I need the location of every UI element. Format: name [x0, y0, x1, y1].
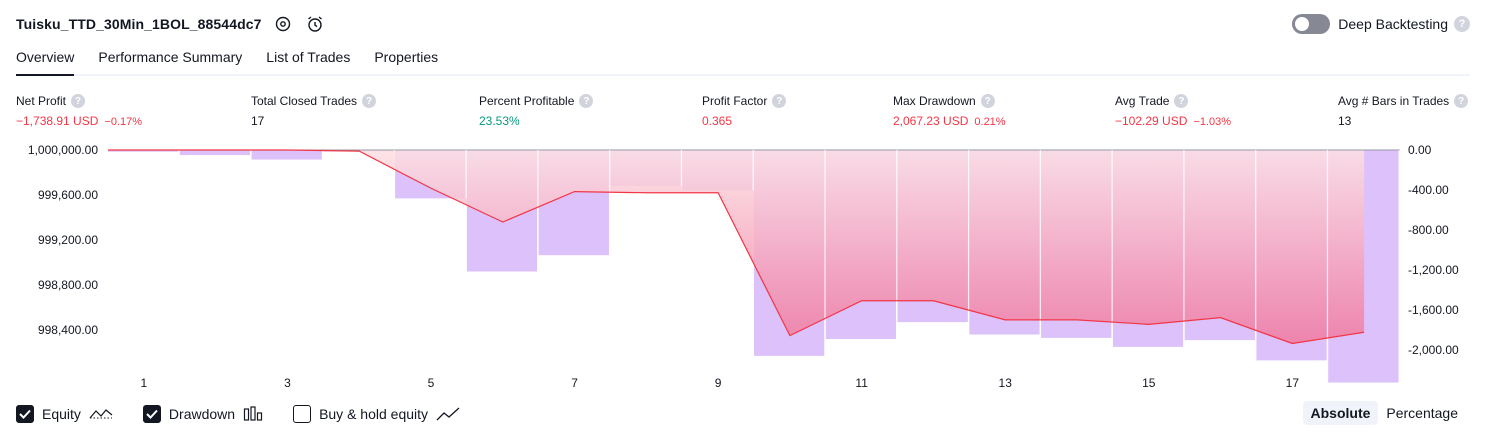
buy-hold-label: Buy & hold equity: [319, 406, 429, 422]
equity-area: [108, 150, 1365, 344]
metric-max-drawdown: Max Drawdown? 2,067.23 USD 0.21%: [893, 93, 1006, 128]
strategy-title: Tuisku_TTD_30Min_1BOL_88544dc7: [16, 16, 262, 32]
help-icon[interactable]: ?: [1174, 94, 1189, 108]
gear-icon[interactable]: [272, 13, 294, 35]
drawdown-bar: [251, 150, 322, 160]
equity-toggle[interactable]: Equity: [16, 405, 113, 423]
metric-value: 13: [1338, 114, 1352, 128]
right-axis-tick-label: -2,000.00: [1408, 343, 1459, 357]
x-axis-tick-label: 9: [715, 376, 722, 390]
equity-checkbox[interactable]: [16, 405, 34, 423]
metric-label: Total Closed Trades: [251, 94, 358, 108]
metric-avg-bars: Avg # Bars in Trades? 13: [1338, 93, 1469, 128]
drawdown-checkbox[interactable]: [142, 405, 161, 423]
x-axis-tick-label: 5: [428, 376, 435, 390]
buy-hold-toggle[interactable]: Buy & hold equity: [293, 405, 460, 423]
equity-label: Equity: [42, 406, 81, 422]
metric-sub: 0.21%: [974, 116, 1006, 128]
strategy-header: Tuisku_TTD_30Min_1BOL_88544dc7: [16, 12, 326, 36]
tab-performance-summary[interactable]: Performance Summary: [98, 49, 243, 65]
metrics-row: Net Profit? −1,738.91 USD −0.17% Total Cl…: [0, 93, 1486, 133]
right-axis-tick-label: -1,200.00: [1408, 263, 1459, 277]
metric-label: Percent Profitable: [479, 94, 575, 108]
help-icon[interactable]: ?: [1454, 16, 1470, 32]
metric-label: Profit Factor: [702, 94, 768, 108]
left-axis-tick-label: 999,600.00: [38, 188, 98, 202]
metric-label: Max Drawdown: [893, 94, 976, 108]
x-axis-tick-label: 15: [1142, 376, 1156, 390]
buy-hold-line-icon: [436, 407, 460, 421]
metric-value: 17: [251, 114, 265, 128]
metric-value: −1,738.91 USD −0.17%: [16, 114, 143, 128]
drawdown-label: Drawdown: [168, 406, 236, 422]
right-axis-tick-label: 0.00: [1408, 143, 1432, 157]
x-axis-tick-label: 1: [141, 376, 148, 390]
metric-sub: −0.17%: [104, 116, 143, 128]
equity-line-icon: [89, 409, 113, 419]
buy-hold-checkbox[interactable]: [293, 405, 312, 423]
metric-profit-factor: Profit Factor? 0.365: [702, 93, 787, 128]
metric-value: 2,067.23 USD 0.21%: [893, 114, 1006, 128]
metric-sub: −1.03%: [1193, 116, 1232, 128]
x-axis-tick-label: 13: [999, 376, 1013, 390]
left-axis-tick-label: 998,800.00: [38, 278, 98, 292]
drawdown-toggle[interactable]: Drawdown: [142, 405, 263, 423]
left-axis-tick-label: 998,400.00: [38, 323, 98, 337]
drawdown-bar: [108, 150, 179, 152]
x-axis-tick-label: 3: [284, 376, 291, 390]
metric-value: 23.53%: [479, 114, 520, 128]
drawdown-bar: [179, 150, 251, 156]
chart-legend: Equity Drawdown Buy & hold equity: [16, 403, 490, 425]
metric-value: −102.29 USD −1.03%: [1115, 114, 1232, 128]
mode-absolute[interactable]: Absolute: [1302, 401, 1379, 425]
help-icon[interactable]: ?: [71, 94, 86, 108]
help-icon[interactable]: ?: [362, 94, 377, 108]
metric-total-closed-trades: Total Closed Trades? 17: [251, 93, 377, 128]
tab-overview[interactable]: Overview: [16, 48, 75, 76]
deep-backtesting-toggle[interactable]: [1292, 14, 1331, 34]
equity-drawdown-chart[interactable]: 1,000,000.00 999,600.00 999,200.00 998,800.…: [0, 138, 1486, 398]
x-axis-tick-label: 17: [1286, 376, 1300, 390]
help-icon[interactable]: ?: [1454, 94, 1469, 108]
metric-label: Net Profit: [16, 94, 67, 108]
deep-backtesting-label: Deep Backtesting: [1338, 16, 1448, 32]
tab-bar: Overview Performance Summary List of Tra…: [16, 48, 1470, 76]
tab-properties[interactable]: Properties: [374, 49, 439, 65]
right-axis-tick-label: -800.00: [1408, 223, 1449, 237]
display-mode-switch: Absolute Percentage: [1302, 401, 1467, 425]
metric-label: Avg # Bars in Trades: [1338, 94, 1450, 108]
metric-percent-profitable: Percent Profitable? 23.53%: [479, 93, 594, 128]
help-icon[interactable]: ?: [772, 94, 787, 108]
right-axis-tick-label: -400.00: [1408, 183, 1449, 197]
metric-value: 0.365: [702, 114, 733, 128]
metric-label: Avg Trade: [1115, 94, 1170, 108]
tab-list-of-trades[interactable]: List of Trades: [266, 49, 351, 65]
deep-backtesting: Deep Backtesting ?: [1292, 12, 1470, 36]
help-icon[interactable]: ?: [579, 94, 594, 108]
x-axis-tick-label: 11: [855, 376, 868, 390]
right-axis-tick-label: -1,600.00: [1408, 303, 1459, 317]
left-axis-tick-label: 1,000,000.00: [28, 143, 98, 157]
alarm-add-icon[interactable]: [304, 13, 326, 35]
left-axis-tick-label: 999,200.00: [38, 233, 98, 247]
metric-net-profit: Net Profit? −1,738.91 USD −0.17%: [16, 93, 142, 128]
drawdown-bars-icon: [243, 406, 263, 421]
equity-line: [108, 149, 1365, 345]
metric-avg-trade: Avg Trade? −102.29 USD −1.03%: [1115, 93, 1231, 128]
x-axis-tick-label: 7: [571, 376, 578, 390]
mode-percentage[interactable]: Percentage: [1386, 405, 1458, 421]
help-icon[interactable]: ?: [980, 94, 995, 108]
